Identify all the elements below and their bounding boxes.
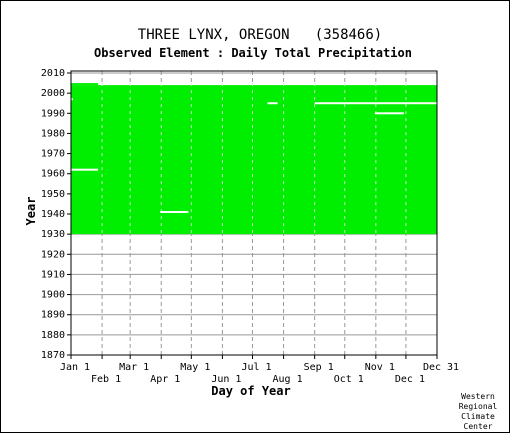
x-tick-label: Nov 1 (365, 362, 395, 373)
x-tick-label: May 1 (180, 362, 210, 373)
y-tick-label: 1970 (41, 149, 65, 160)
x-tick-label: Dec 1 (395, 374, 425, 385)
chart-title: THREE LYNX, OREGON (358466) (138, 27, 382, 43)
x-tick-label: Oct 1 (334, 374, 364, 385)
missing-segment (160, 210, 189, 213)
x-axis-title: Day of Year (211, 384, 290, 398)
y-tick-label: 1980 (41, 128, 65, 139)
x-tick-label: Aug 1 (273, 374, 303, 385)
y-tick-label: 2000 (41, 88, 65, 99)
x-tick-label: Jan 1 (60, 362, 90, 373)
x-tick-label: Dec 31 (423, 362, 459, 373)
record-period (71, 85, 437, 235)
y-tick-label: 1870 (41, 350, 65, 361)
x-tick-label: Sep 1 (304, 362, 334, 373)
credit-line-2: Regional (459, 402, 498, 411)
x-tick-label: Jul 1 (241, 362, 271, 373)
y-tick-label: 1990 (41, 108, 65, 119)
y-tick-label: 2010 (41, 68, 65, 79)
y-tick-label: 1930 (41, 229, 65, 240)
missing-segment (71, 168, 99, 171)
y-tick-label: 1960 (41, 169, 65, 180)
x-tick-label: Mar 1 (119, 362, 149, 373)
x-tick-label: Apr 1 (150, 374, 180, 385)
y-tick-label: 1900 (41, 290, 65, 301)
y-tick-label: 1940 (41, 209, 65, 220)
chart-subtitle: Observed Element : Daily Total Precipita… (94, 46, 412, 60)
y-axis-title: Year (24, 197, 38, 226)
credit-block: Western Regional Climate Center (459, 392, 498, 431)
x-tick-label: Feb 1 (91, 374, 121, 385)
y-tick-label: 1910 (41, 269, 65, 280)
missing-segment (71, 98, 74, 101)
x-tick-label: Jun 1 (211, 374, 241, 385)
record-period (71, 83, 99, 86)
missing-segment (314, 102, 437, 105)
y-tick-label: 1890 (41, 310, 65, 321)
credit-line-1: Western (461, 392, 495, 401)
y-tick-label: 1950 (41, 189, 65, 200)
credit-line-4: Center (464, 422, 493, 431)
credit-line-3: Climate (461, 412, 495, 421)
plot-border (70, 70, 438, 356)
plot-area: 1870 1880 1890 1900 1910 1920 1930 1940 1950 1960… (41, 68, 459, 385)
y-tick-label: 1880 (41, 330, 65, 341)
missing-segment (374, 112, 404, 115)
missing-segment (267, 102, 278, 105)
y-tick-label: 1920 (41, 249, 65, 260)
